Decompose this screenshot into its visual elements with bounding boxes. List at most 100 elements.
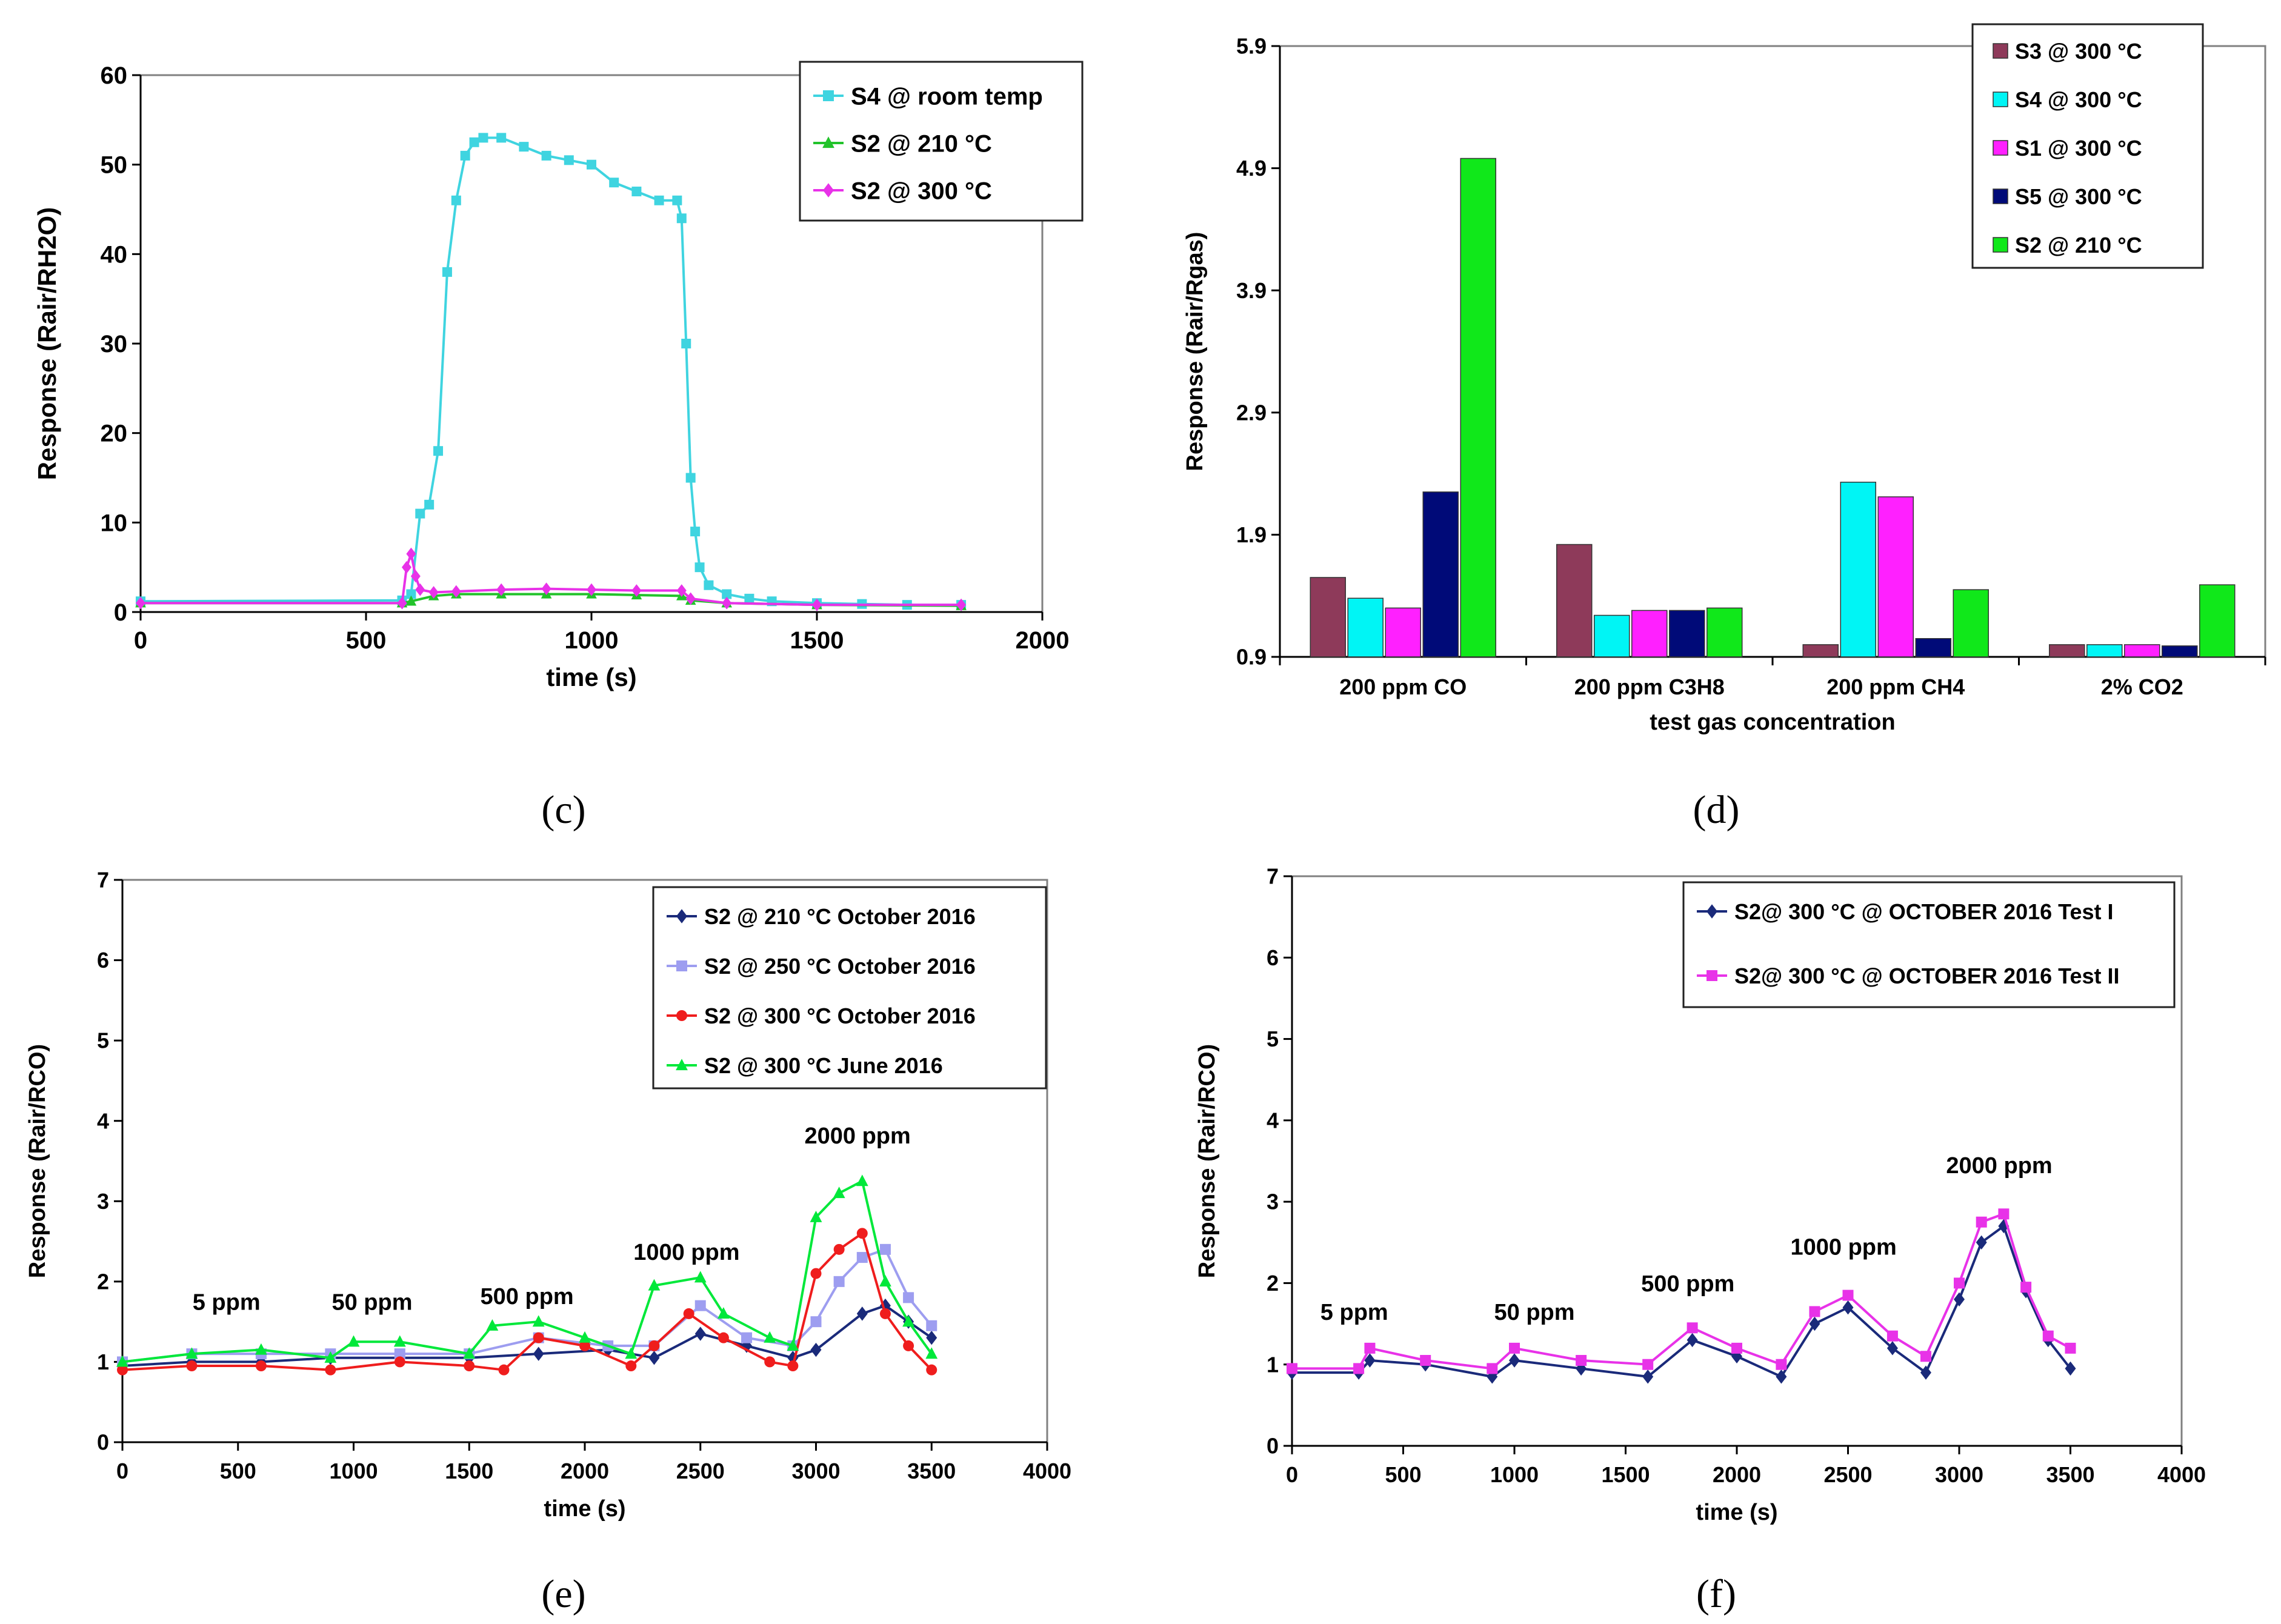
bar-s3-300-c-200-ppm-ch4 — [1802, 644, 1839, 657]
legend-label: S2 @ 210 °C — [2015, 233, 2142, 258]
data-point — [1776, 1359, 1787, 1370]
data-point — [1976, 1235, 1987, 1250]
data-point — [685, 592, 696, 605]
data-point — [879, 1275, 891, 1286]
data-point — [498, 1364, 510, 1376]
data-point — [676, 213, 687, 224]
legend-swatch — [1993, 237, 2008, 253]
y-tick-label: 7 — [1267, 864, 1279, 889]
annotation-label: 5 ppm — [1320, 1300, 1388, 1325]
data-point — [1509, 1342, 1520, 1354]
data-point — [856, 1306, 868, 1321]
bar-s1-300-c-2-co2 — [2124, 644, 2160, 657]
bar-s4-300-c-2-co2 — [2086, 644, 2123, 657]
data-point — [1998, 1208, 2010, 1220]
data-point — [1642, 1369, 1654, 1384]
data-point — [533, 1332, 544, 1343]
series-line — [122, 1179, 933, 1363]
data-point — [1509, 1353, 1520, 1368]
data-point — [325, 1364, 336, 1376]
data-point — [926, 1364, 937, 1376]
data-point — [694, 1300, 706, 1311]
x-axis-title: time (s) — [544, 1496, 625, 1522]
legend-label: S3 @ 300 °C — [2015, 39, 2142, 64]
data-point — [433, 446, 444, 456]
data-point — [810, 1316, 822, 1328]
data-point — [812, 598, 822, 611]
data-point — [1920, 1351, 1931, 1362]
data-point — [393, 1335, 406, 1347]
x-tick-label: 3500 — [907, 1459, 956, 1483]
series-line — [1292, 1224, 2072, 1379]
legend-marker — [823, 183, 834, 198]
legend-box — [799, 61, 1084, 222]
x-tick-label: 1000 — [329, 1459, 378, 1483]
data-point — [833, 1276, 845, 1287]
bar-s5-300-c-2-co2 — [2162, 645, 2198, 657]
series-s2-300-c-october-2016 — [117, 1228, 937, 1376]
data-point — [764, 1356, 776, 1368]
data-point — [324, 1351, 337, 1363]
data-point — [519, 142, 529, 152]
data-point — [478, 133, 488, 143]
data-point — [694, 1326, 706, 1341]
series-s4-room-temp — [136, 133, 967, 610]
legend-marker — [1707, 904, 1717, 919]
y-tick-label: 2 — [97, 1269, 109, 1294]
data-point — [681, 339, 691, 348]
data-point — [856, 1252, 868, 1263]
data-point — [1687, 1333, 1698, 1348]
x-tick-label: 2000 — [1713, 1462, 1761, 1487]
bar-s2-210-c-200-ppm-ch4 — [1953, 589, 1989, 657]
data-point — [394, 1356, 405, 1368]
data-point — [397, 596, 407, 610]
y-tick-label: 6 — [97, 948, 109, 973]
x-tick-label: 4000 — [1023, 1459, 1071, 1483]
data-point — [1920, 1365, 1931, 1380]
legend-label: S2 @ 300 °C October 2016 — [704, 1003, 976, 1028]
annotation-label: 2000 ppm — [1946, 1153, 2052, 1179]
y-axis-title: Response (Rair/RH2O) — [33, 207, 61, 480]
y-tick-label: 0 — [1267, 1434, 1279, 1459]
y-axis-title: Response (Rair/RCO) — [1194, 1044, 1220, 1278]
data-point — [2020, 1282, 2032, 1293]
data-point — [1731, 1349, 1742, 1363]
x-tick-label: 2000 — [561, 1459, 609, 1483]
data-point — [1809, 1306, 1820, 1317]
x-tick-label: 4000 — [2157, 1462, 2206, 1487]
data-point — [579, 1340, 590, 1351]
data-point — [1364, 1353, 1376, 1368]
data-point — [690, 527, 701, 537]
x-tick-label: 0 — [116, 1459, 128, 1483]
annotation-label: 50 ppm — [331, 1290, 412, 1315]
x-tick-label: 2500 — [1823, 1462, 1872, 1487]
data-point — [486, 1319, 499, 1331]
data-point — [428, 586, 439, 599]
y-tick-label: 6 — [1267, 945, 1279, 970]
data-point — [694, 562, 705, 573]
bar-s4-300-c-200-ppm-ch4 — [1840, 481, 1876, 657]
data-point — [1998, 1219, 2010, 1234]
data-point — [648, 1340, 660, 1351]
data-point — [394, 1348, 405, 1360]
data-point — [1642, 1359, 1654, 1370]
legend-marker — [676, 1059, 688, 1071]
y-tick-label: 60 — [101, 62, 128, 89]
legend-label: S2 @ 210 °C October 2016 — [704, 904, 976, 929]
data-point — [879, 1308, 891, 1319]
category-label: 200 ppm C3H8 — [1574, 674, 1725, 699]
x-tick-label: 3000 — [791, 1459, 840, 1483]
legend-marker — [823, 90, 834, 101]
caption-d: (d) — [1693, 788, 1740, 832]
y-tick-label: 10 — [101, 510, 128, 536]
legend-label: S5 @ 300 °C — [2015, 184, 2142, 209]
data-point — [415, 508, 425, 519]
data-point — [741, 1332, 753, 1343]
annotation-label: 2000 ppm — [805, 1123, 911, 1149]
y-tick-label: 0.9 — [1236, 645, 1267, 670]
legend-box — [1971, 23, 2204, 269]
bar-s3-300-c-2-co2 — [2049, 644, 2085, 657]
data-point — [451, 195, 461, 205]
x-tick-label: 500 — [346, 627, 387, 654]
data-point — [956, 598, 967, 611]
